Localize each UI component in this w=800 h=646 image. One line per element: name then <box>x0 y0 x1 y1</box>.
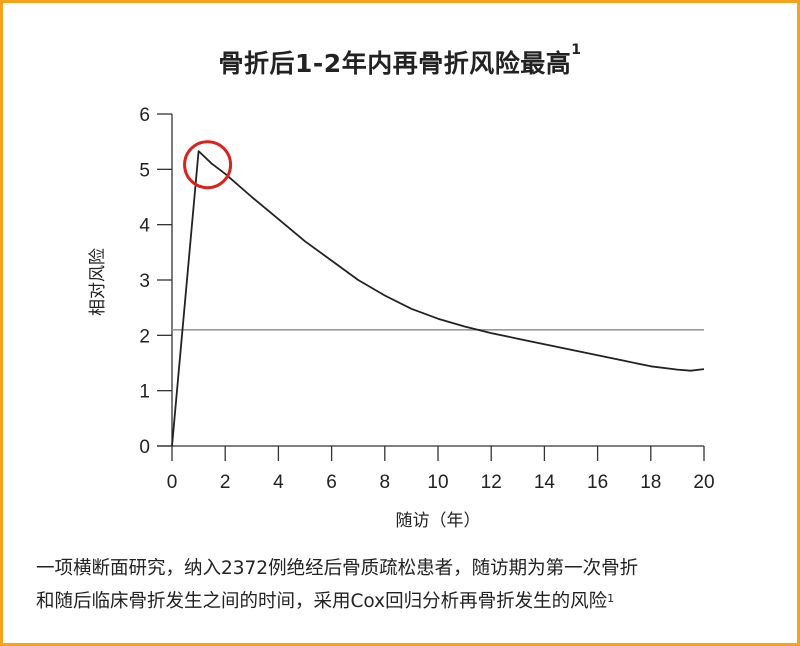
caption-footnote: 1 <box>607 592 615 605</box>
x-tick-label: 8 <box>380 472 391 493</box>
y-axis-label: 相对风险 <box>88 248 108 316</box>
x-tick-label: 4 <box>273 472 284 493</box>
y-tick-label: 5 <box>139 160 150 181</box>
chart-title-text: 骨折后1-2年内再骨折风险最高 <box>218 49 572 78</box>
y-tick-label: 6 <box>139 105 150 126</box>
series-layer <box>171 150 705 447</box>
x-axis-label: 随访（年） <box>396 511 481 531</box>
x-tick-label: 2 <box>220 472 231 493</box>
x-tick-label: 6 <box>326 472 337 493</box>
x-tick-label: 20 <box>693 472 714 493</box>
y-tick-label: 1 <box>139 382 150 403</box>
x-tick-label: 12 <box>481 472 502 493</box>
caption-line-1: 一项横断面研究，纳入2372例绝经后骨质疏松患者，随访期为第一次骨折 <box>36 558 639 579</box>
x-tick-label: 16 <box>587 472 608 493</box>
y-tick-label: 2 <box>139 326 150 347</box>
chart-title-footnote: 1 <box>571 42 582 58</box>
x-tick-label: 18 <box>640 472 661 493</box>
annotation-layer <box>183 140 233 190</box>
y-tick-label: 4 <box>139 216 150 237</box>
x-tick-label: 0 <box>167 472 178 493</box>
caption: 一项横断面研究，纳入2372例绝经后骨质疏松患者，随访期为第一次骨折 和随后临床… <box>36 552 776 618</box>
relative-risk-line <box>171 150 705 447</box>
caption-line-2: 和随后临床骨折发生之间的时间，采用Cox回归分析再骨折发生的风险1 <box>36 585 776 618</box>
chart-title: 骨折后1-2年内再骨折风险最高1 <box>0 42 800 80</box>
x-tick-label: 10 <box>427 472 448 493</box>
peak-highlight-circle <box>183 140 233 190</box>
y-tick-label: 0 <box>139 437 150 458</box>
x-tick-label: 14 <box>534 472 556 493</box>
y-tick-label: 3 <box>139 271 150 292</box>
caption-line-2-text: 和随后临床骨折发生之间的时间，采用Cox回归分析再骨折发生的风险 <box>36 591 608 612</box>
